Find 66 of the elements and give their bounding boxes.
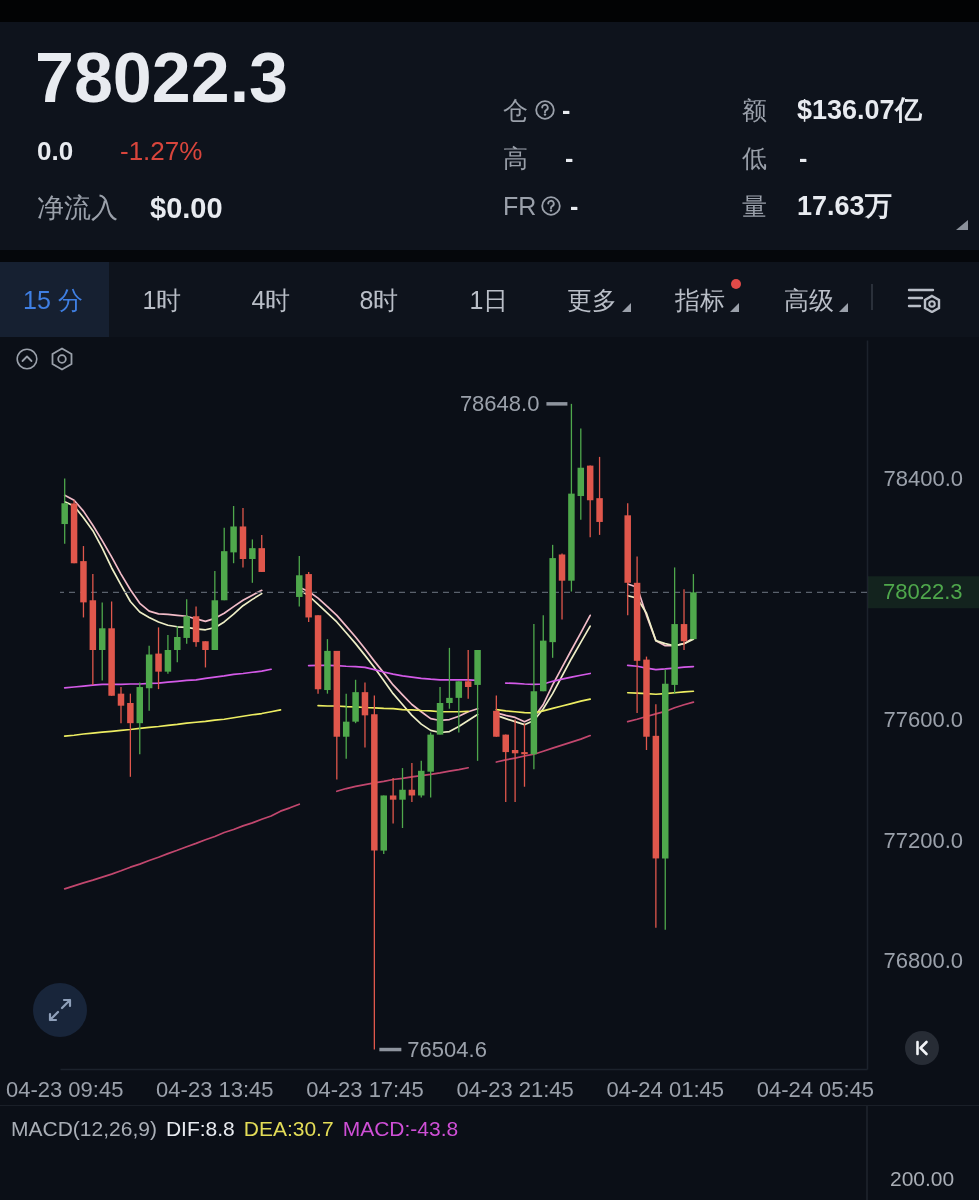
- annotation: 76504.6: [407, 1036, 487, 1062]
- candlestick: [399, 767, 406, 829]
- candlestick: [464, 649, 472, 700]
- x-tick-label: 04-23 17:45: [306, 1076, 424, 1102]
- text: 仓: [503, 95, 528, 125]
- candlestick: [342, 693, 350, 760]
- text: 净流入: [37, 191, 118, 225]
- candlestick: [258, 534, 265, 573]
- text: 4时: [251, 285, 291, 315]
- candlestick: [249, 538, 256, 584]
- candlestick: [596, 456, 603, 536]
- text: 指标: [675, 285, 725, 315]
- text: $136.07亿: [797, 93, 922, 127]
- x-tick-label: 04-24 01:45: [606, 1076, 724, 1102]
- candlestick: [680, 588, 688, 651]
- text: 1日: [469, 285, 509, 315]
- candlestick: [174, 625, 181, 663]
- text: 额: [742, 95, 767, 125]
- text: 更多: [567, 285, 617, 315]
- candlestick: [521, 723, 528, 788]
- candlestick: [446, 647, 453, 710]
- candlestick: [117, 686, 125, 724]
- x-tick-label: 04-23 13:45: [156, 1076, 274, 1102]
- text: MACD(12,26,9): [11, 1116, 157, 1142]
- text: 78022.3: [35, 38, 289, 119]
- candlestick: [455, 680, 463, 734]
- text: -: [570, 191, 579, 221]
- text: -: [562, 95, 571, 125]
- text: 高: [503, 143, 528, 173]
- text: $0.00: [150, 190, 223, 226]
- x-tick-label: 04-24 05:45: [756, 1076, 875, 1102]
- text: -1.27%: [120, 136, 203, 168]
- candlestick: [296, 555, 303, 608]
- text: 17.63万: [797, 189, 892, 223]
- text: DEA:30.7: [243, 1116, 334, 1142]
- text: -: [565, 143, 574, 173]
- y-tick-label: 76800.0: [883, 948, 964, 974]
- x-tick-label: 04-23 21:45: [456, 1076, 574, 1102]
- candlestick: [183, 598, 190, 645]
- text: 低: [742, 143, 767, 173]
- text: 量: [742, 191, 767, 221]
- ref-line-label: 78022.3: [883, 579, 963, 605]
- text: DIF:8.8: [165, 1116, 235, 1142]
- candlestick: [127, 693, 134, 778]
- text: MACD:-43.8: [342, 1116, 459, 1142]
- candlestick: [202, 640, 209, 669]
- y-tick-label: 77200.0: [883, 827, 964, 853]
- text: 15 分: [23, 285, 83, 315]
- candlestick: [98, 601, 106, 682]
- candlestick: [155, 626, 162, 690]
- annotation: 78648.0: [459, 390, 540, 416]
- y-tick-label: 77600.0: [883, 707, 964, 733]
- candlestick: [361, 681, 369, 749]
- x-tick-label: 04-23 09:45: [5, 1076, 124, 1102]
- text: 200.00: [890, 1166, 955, 1192]
- text: 高级: [784, 285, 834, 315]
- candlestick: [389, 777, 397, 825]
- text: 1时: [142, 285, 182, 315]
- candlestick: [164, 634, 172, 675]
- candlestick: [61, 477, 68, 545]
- text: -: [799, 143, 808, 173]
- text: FR: [503, 191, 537, 221]
- text: 8时: [359, 285, 399, 315]
- candlestick: [502, 733, 509, 803]
- text: 0.0: [37, 136, 74, 168]
- y-tick-label: 78400.0: [883, 466, 964, 492]
